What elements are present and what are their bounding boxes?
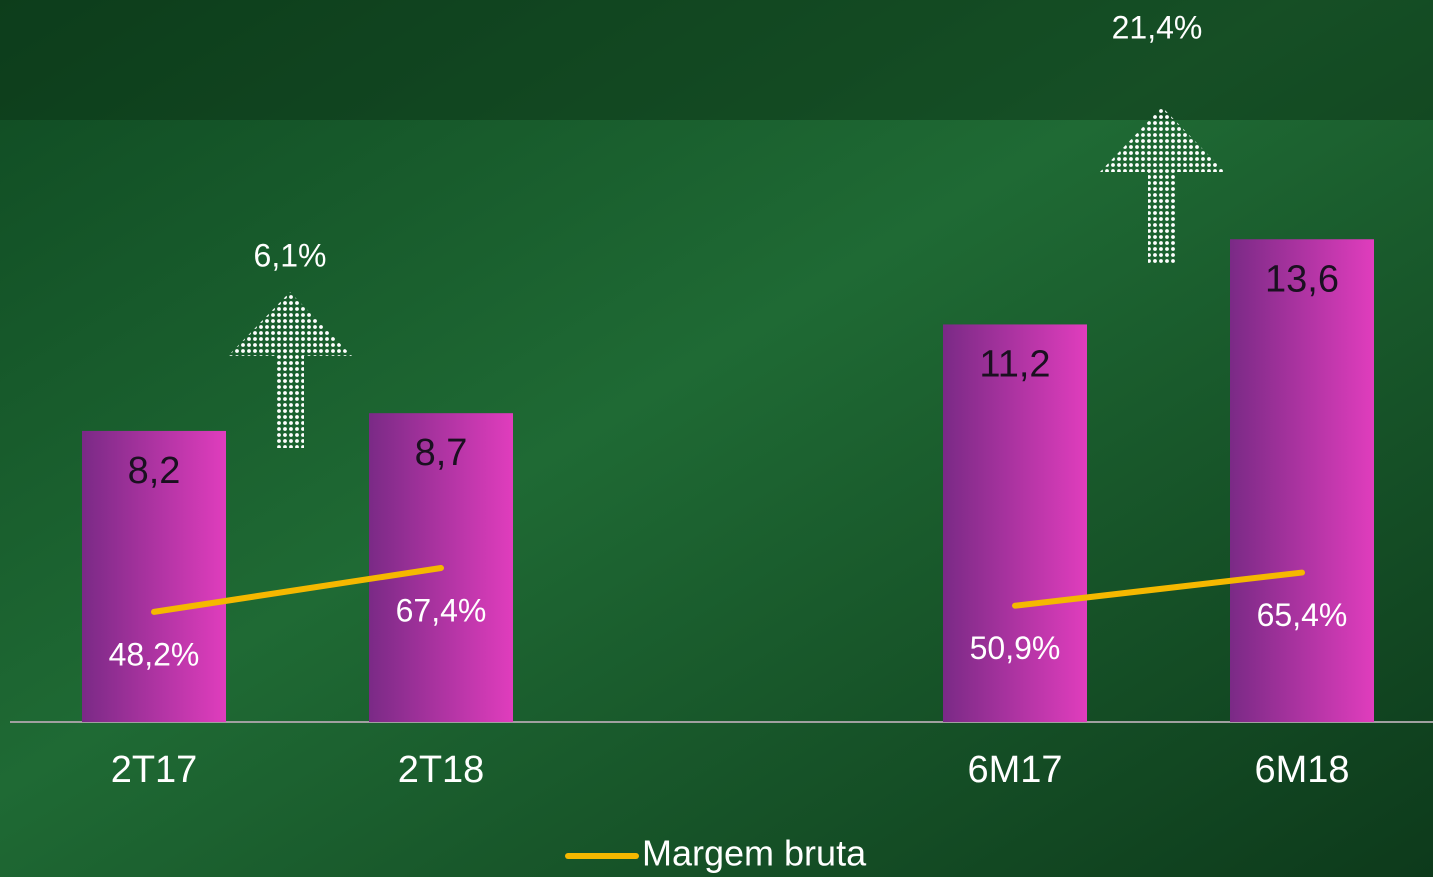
bar-value-label: 8,7 xyxy=(415,432,468,474)
background-sky xyxy=(0,0,1433,120)
bar-value-label: 11,2 xyxy=(979,343,1050,385)
bar-value-label: 8,2 xyxy=(128,450,181,492)
line-value-label: 65,4% xyxy=(1257,597,1348,633)
line xyxy=(151,565,1305,615)
growth-annotation: 21,4% xyxy=(1112,9,1203,45)
line-value-label: 48,2% xyxy=(109,636,200,672)
bar xyxy=(1230,239,1374,722)
growth-arrow xyxy=(228,292,352,448)
line-value-label: 67,4% xyxy=(396,592,487,628)
x-tick-label: 2T17 xyxy=(111,749,198,791)
x-tick-label: 2T18 xyxy=(398,749,485,791)
bar xyxy=(82,430,226,722)
legend-label: Margem bruta xyxy=(642,833,867,874)
growth-arrow xyxy=(1100,107,1225,265)
x-tick-label: 6M17 xyxy=(967,749,1062,791)
bar xyxy=(943,324,1087,722)
line-value-label: 50,9% xyxy=(970,630,1061,666)
x-tick-label: 6M18 xyxy=(1254,749,1349,791)
bar-value-label: 13,6 xyxy=(1265,258,1339,300)
growth-annotation: 6,1% xyxy=(254,237,327,273)
